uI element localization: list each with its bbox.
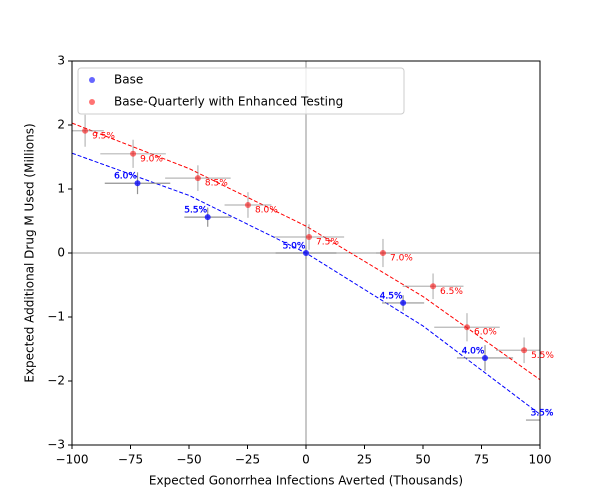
point-label: 5.0% [283,242,306,252]
y-tick-label: −2 [47,374,65,388]
point-label: 5.5% [184,206,207,216]
point [204,214,211,221]
point [194,175,201,182]
y-tick-label: 3 [57,54,65,68]
x-tick-label: −100 [56,453,89,467]
legend-box [77,67,405,115]
x-tick-label: 75 [474,453,489,467]
point [303,250,309,256]
y-tick-label: −3 [47,438,65,452]
legend: Base Base-Quarterly with Enhanced Testing [77,67,405,115]
x-tick-label: −25 [235,453,260,467]
x-tick-label: 25 [357,453,372,467]
point-label: 9.5% [92,131,115,141]
point-label: 6.0% [474,328,497,338]
point-label: 3.5% [531,409,554,419]
legend-marker [89,77,95,83]
x-tick-label: 100 [529,453,552,467]
y-tick-label: 2 [57,118,65,132]
plot-area [72,61,540,445]
point-label: 7.5% [316,238,339,248]
legend-marker [89,99,95,105]
point-label: 8.0% [255,206,278,216]
point [430,283,437,290]
legend-label: Base [114,73,143,87]
y-axis-label: Expected Additional Drug M Used (Million… [23,123,37,382]
x-tick-label: −50 [176,453,201,467]
x-tick-label: −75 [118,453,143,467]
point-label: 4.0% [462,346,485,356]
point [244,202,251,208]
point [306,234,313,240]
x-axis-label: Expected Gonorrhea Infections Averted (T… [149,474,463,488]
x-tick-label: 0 [302,453,310,467]
y-tick-label: 1 [57,182,65,196]
point [482,354,489,361]
point [463,324,470,331]
point-label: 6.5% [440,287,463,297]
fit-line [72,122,540,381]
point-label: 4.5% [380,291,403,301]
point-label: 9.0% [140,154,163,164]
point [379,250,386,256]
point [134,180,141,187]
point [521,347,528,354]
point-label: 7.0% [390,254,413,264]
point [130,150,137,157]
point [400,299,407,306]
legend-label: Base-Quarterly with Enhanced Testing [114,95,343,109]
point-label: 6.0% [114,172,137,182]
point-label: 8.5% [205,179,228,189]
y-tick-label: −1 [47,310,65,324]
point [82,127,89,134]
x-tick-label: 50 [415,453,430,467]
y-tick-label: 0 [57,246,65,260]
point-label: 5.5% [531,351,554,361]
